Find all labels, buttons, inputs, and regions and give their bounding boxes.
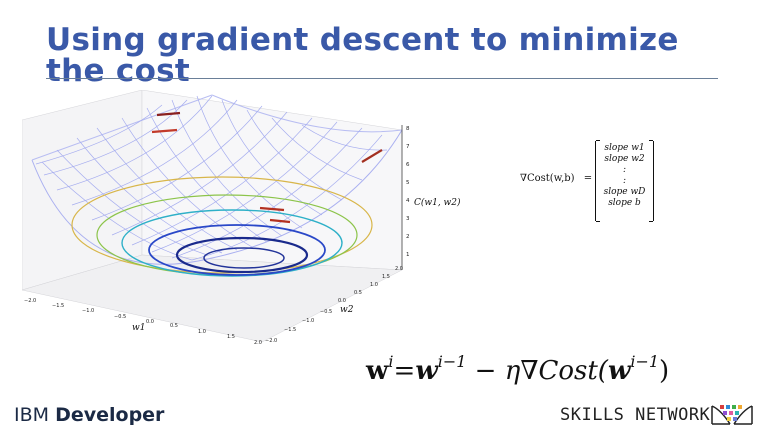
matrix-row: slope wD <box>603 187 646 197</box>
y-tick-labels: −2.0 −1.5 −1.0 −0.5 0.0 0.5 1.0 1.5 2.0 <box>265 266 403 344</box>
gradient-equals: = <box>583 173 593 184</box>
y-tick-label: 1.5 <box>382 274 390 280</box>
y-tick-label: 2.0 <box>395 266 403 272</box>
update-w-arg: w <box>607 356 631 386</box>
update-sup-im1-arg: i−1 <box>630 352 660 371</box>
gradient-lhs: ∇Cost(w,b) = <box>520 173 592 184</box>
update-w: w <box>366 356 389 386</box>
update-close: ) <box>659 356 670 386</box>
x-tick-label: 2.0 <box>254 340 262 346</box>
cost-surface-plot: 8 7 6 5 4 3 2 1 C(w1, w2) −2.0 −1.5 −1.0… <box>22 90 470 352</box>
x-tick-label: −1.0 <box>82 308 94 314</box>
y-tick-label: 0.0 <box>338 298 346 304</box>
y-tick-label: 1.0 <box>370 282 378 288</box>
update-sup-i: i <box>388 352 394 371</box>
ibm-developer-logo: IBM Developer <box>14 404 164 426</box>
x-tick-label: 1.0 <box>198 329 206 335</box>
y-tick-label: −2.0 <box>265 338 277 344</box>
update-minus: − <box>466 356 505 386</box>
z-axis-label: C(w1, w2) <box>414 197 461 208</box>
skills-network-icon <box>711 405 753 425</box>
y-axis-label: w2 <box>340 305 354 315</box>
matrix-row: : <box>622 176 627 186</box>
update-eq: = <box>393 356 416 386</box>
x-tick-label: −1.5 <box>52 303 64 309</box>
gradient-step-markers <box>151 111 383 224</box>
matrix-row: slope b <box>608 198 641 208</box>
x-tick-label: 0.0 <box>146 319 154 325</box>
x-tick-label: 1.5 <box>227 334 235 340</box>
ibm-text: IBM <box>14 404 50 426</box>
update-rule-equation: wi=wi−1 − η∇Cost(wi−1) <box>366 352 669 386</box>
x-tick-label: −0.5 <box>114 314 126 320</box>
x-axis-label: w1 <box>132 323 145 333</box>
z-tick-label: 6 <box>406 162 410 168</box>
x-tick-label: −2.0 <box>24 298 36 304</box>
skills-network-logo: SKILLS NETWORK <box>560 405 711 425</box>
update-sup-im1: i−1 <box>437 352 467 371</box>
z-tick-label: 2 <box>406 234 410 240</box>
z-tick-label: 3 <box>406 216 410 222</box>
update-eta: η <box>504 356 521 386</box>
z-tick-label: 4 <box>406 198 410 204</box>
z-tick-labels: 8 7 6 5 4 3 2 1 <box>406 126 410 258</box>
update-w-prev: w <box>415 356 438 386</box>
title-divider <box>46 78 718 79</box>
z-tick-label: 7 <box>406 144 410 150</box>
gradient-matrix: slope w1 slope w2 : : slope wD slope b <box>595 140 654 222</box>
x-tick-label: 0.5 <box>170 323 178 329</box>
update-nabla-cost: ∇Cost( <box>520 356 608 386</box>
z-tick-label: 5 <box>406 180 410 186</box>
contour-lines <box>71 176 373 277</box>
developer-text: Developer <box>55 404 165 426</box>
surface-mesh <box>31 94 403 265</box>
y-tick-label: −1.0 <box>302 318 314 324</box>
z-tick-label: 8 <box>406 126 410 132</box>
slide-title: Using gradient descent to minimize the c… <box>46 22 679 89</box>
x-tick-labels: −2.0 −1.5 −1.0 −0.5 0.0 0.5 1.0 1.5 2.0 <box>24 298 262 346</box>
y-tick-label: −0.5 <box>320 309 332 315</box>
matrix-row: slope w1 <box>604 143 645 153</box>
y-tick-label: −1.5 <box>284 327 296 333</box>
matrix-row: slope w2 <box>604 154 645 164</box>
gradient-vector-equation: ∇Cost(w,b) = slope w1 slope w2 : : slope… <box>500 136 700 226</box>
gradient-lhs-text: ∇Cost(w,b) <box>520 173 575 184</box>
matrix-row: : <box>622 165 627 175</box>
z-tick-label: 1 <box>406 252 410 258</box>
y-tick-label: 0.5 <box>354 290 362 296</box>
